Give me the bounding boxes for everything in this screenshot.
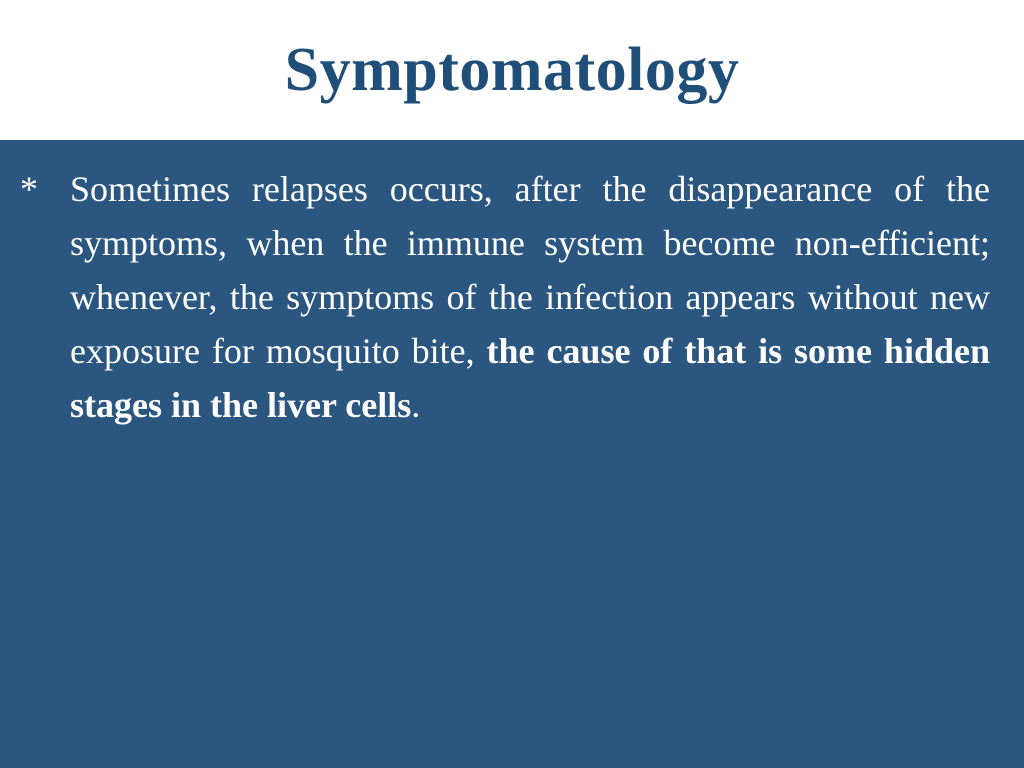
bullet-item: * Sometimes relapses occurs, after the d… <box>20 162 990 432</box>
body-tail: . <box>411 385 420 425</box>
slide-body: * Sometimes relapses occurs, after the d… <box>0 140 1024 432</box>
slide-title: Symptomatology <box>285 35 740 106</box>
bullet-text: Sometimes relapses occurs, after the dis… <box>70 162 990 432</box>
slide-header: Symptomatology <box>0 0 1024 140</box>
bullet-marker: * <box>20 162 70 216</box>
